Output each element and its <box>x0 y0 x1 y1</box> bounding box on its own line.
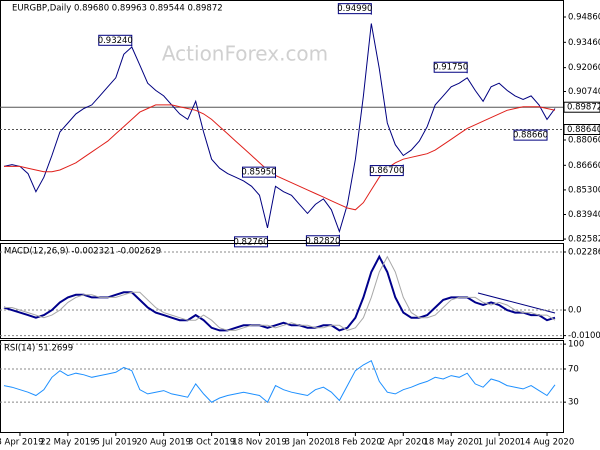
annotation-box <box>305 235 340 247</box>
y-tick-label: 0.88060 <box>568 135 600 145</box>
annotation-box <box>337 3 372 15</box>
annotation-label: 0.93240 <box>98 36 133 46</box>
y-tick-label: 70 <box>568 365 579 375</box>
panel-title: RSI(14) 51.2699 <box>4 344 73 354</box>
y-tick-label: 0.92060 <box>568 63 600 73</box>
x-tick-label: 1 Jul 2020 <box>478 438 521 448</box>
y-tick-label: 30 <box>568 398 579 408</box>
series-line <box>3 23 556 234</box>
annotation-box <box>513 129 548 141</box>
annotation-box <box>242 166 277 178</box>
x-tick-label: 18 Feb 2020 <box>329 438 382 448</box>
series-line <box>4 255 556 331</box>
annotation-label: 0.91750 <box>433 63 468 73</box>
trend-line <box>477 292 556 314</box>
y-tick-label: 0.94860 <box>568 13 600 23</box>
x-tick-label: 18 Nov 2019 <box>232 438 286 448</box>
y-tick-label: 0.022862 <box>568 247 600 257</box>
annotation-label: 0.88660 <box>513 131 548 141</box>
annotation-label: 0.94990 <box>337 4 372 14</box>
watermark: ActionForex.com <box>162 42 328 66</box>
x-tick-label: 20 Aug 2019 <box>136 438 190 448</box>
panel-title: MACD(12,26,9) -0.002321 -0.002629 <box>4 247 161 257</box>
annotation-box <box>369 165 404 177</box>
price-label: 0.88640 <box>567 125 600 135</box>
series-line <box>4 104 556 211</box>
x-tick-label: 3 Jan 2020 <box>285 438 331 448</box>
panel-title: EURGBP,Daily 0.89680 0.89963 0.89544 0.8… <box>12 4 223 14</box>
x-tick-label: 8 Apr 2019 <box>0 438 44 448</box>
x-tick-label: 14 Aug 2020 <box>520 438 574 448</box>
x-tick-label: 5 Jul 2019 <box>94 438 137 448</box>
annotation-box <box>98 34 133 46</box>
series-line <box>3 359 556 403</box>
y-tick-label: 0.82582 <box>568 235 600 245</box>
annotation-box <box>234 236 269 248</box>
y-tick-label: -0.010052 <box>568 331 600 341</box>
y-tick-label: 0.93460 <box>568 38 600 48</box>
price-box <box>563 123 600 135</box>
y-tick-label: 0.0 <box>568 306 582 316</box>
annotation-label: 0.82820 <box>305 236 340 246</box>
annotation-label: 0.85950 <box>241 168 276 178</box>
price-box <box>563 101 600 113</box>
x-tick-label: 18 May 2020 <box>423 438 478 448</box>
y-tick-label: 100 <box>568 340 584 350</box>
panel-frame <box>0 0 564 241</box>
annotation-label: 0.82760 <box>233 237 268 247</box>
panel-frame <box>0 340 564 433</box>
y-tick-label: 0.86660 <box>568 161 600 171</box>
y-tick-label: 0.90740 <box>568 87 600 97</box>
price-label: 0.89872 <box>567 103 600 113</box>
y-tick-label: 0.83940 <box>568 210 600 220</box>
x-tick-label: 3 Oct 2019 <box>188 438 235 448</box>
x-tick-label: 2 Apr 2020 <box>380 438 427 448</box>
annotation-label: 0.86700 <box>369 166 404 176</box>
x-tick-label: 22 May 2019 <box>40 438 95 448</box>
annotation-box <box>433 61 468 73</box>
panel-frame <box>0 243 564 339</box>
y-tick-label: 0.85300 <box>568 185 600 195</box>
